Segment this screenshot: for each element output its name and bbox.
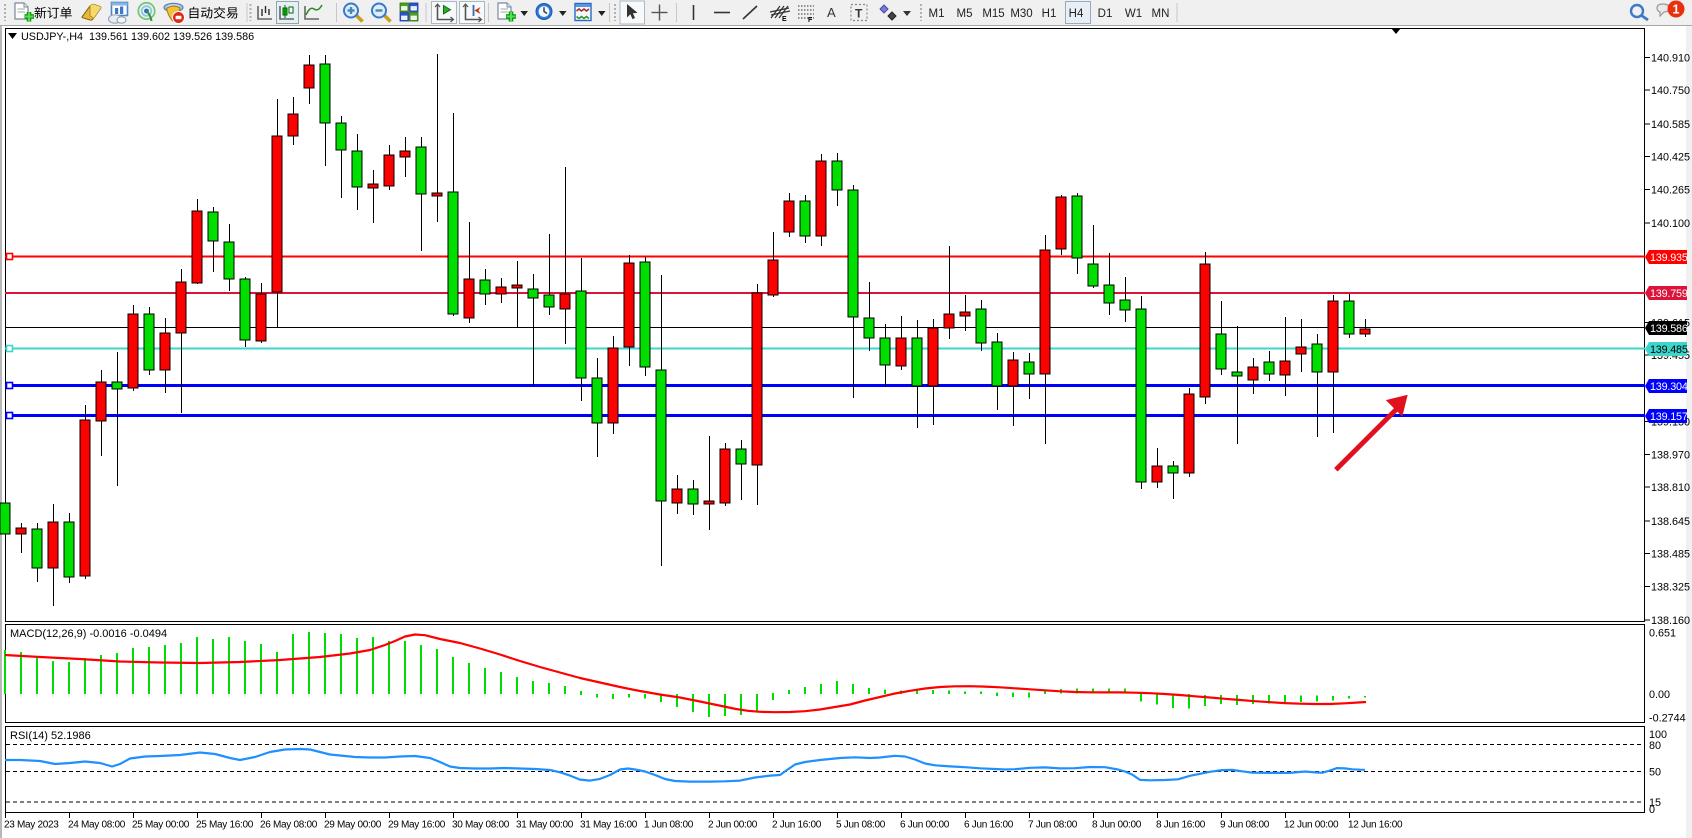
svg-text:140.750: 140.750	[1651, 85, 1690, 97]
svg-text:139.304: 139.304	[1650, 381, 1688, 393]
svg-text:D1: D1	[1098, 8, 1113, 20]
svg-text:RSI(14) 52.1986: RSI(14) 52.1986	[10, 730, 91, 742]
svg-text:23 May 2023: 23 May 2023	[4, 820, 59, 831]
svg-text:M5: M5	[957, 8, 973, 20]
svg-text:139.586: 139.586	[1650, 323, 1688, 335]
svg-text:2 Jun 00:00: 2 Jun 00:00	[708, 820, 758, 831]
svg-text:8 Jun 00:00: 8 Jun 00:00	[1092, 820, 1142, 831]
svg-text:M1: M1	[929, 8, 945, 20]
svg-text:138.325: 138.325	[1651, 581, 1690, 593]
svg-text:1: 1	[1673, 3, 1680, 17]
svg-text:31 May 16:00: 31 May 16:00	[580, 820, 638, 831]
svg-text:0.00: 0.00	[1649, 689, 1670, 701]
svg-text:2 Jun 16:00: 2 Jun 16:00	[772, 820, 822, 831]
svg-text:USDJPY-,H4 139.561 139.602 13: USDJPY-,H4 139.561 139.602 139.526 139.5…	[21, 31, 254, 43]
svg-text:H1: H1	[1042, 8, 1057, 20]
svg-text:138.970: 138.970	[1651, 449, 1690, 461]
svg-text:MN: MN	[1152, 8, 1170, 20]
svg-text:MACD(12,26,9) -0.0016 -0.0494: MACD(12,26,9) -0.0016 -0.0494	[10, 628, 167, 640]
svg-text:30 May 08:00: 30 May 08:00	[452, 820, 510, 831]
svg-text:6 Jun 16:00: 6 Jun 16:00	[964, 820, 1014, 831]
svg-text:9 Jun 08:00: 9 Jun 08:00	[1220, 820, 1270, 831]
svg-text:24 May 08:00: 24 May 08:00	[68, 820, 126, 831]
svg-text:29 May 16:00: 29 May 16:00	[388, 820, 446, 831]
svg-text:139.157: 139.157	[1650, 411, 1688, 423]
svg-text:50: 50	[1649, 767, 1661, 779]
svg-text:12 Jun 00:00: 12 Jun 00:00	[1284, 820, 1339, 831]
svg-text:138.810: 138.810	[1651, 482, 1690, 494]
svg-text:T: T	[855, 7, 863, 21]
svg-text:15: 15	[1649, 797, 1661, 809]
svg-text:140.585: 140.585	[1651, 119, 1690, 131]
svg-text:80: 80	[1649, 740, 1661, 752]
svg-text:139.485: 139.485	[1650, 344, 1688, 356]
svg-text:100: 100	[1649, 729, 1667, 741]
svg-text:6 Jun 00:00: 6 Jun 00:00	[900, 820, 950, 831]
svg-text:E: E	[782, 16, 787, 23]
svg-text:140.910: 140.910	[1651, 53, 1690, 65]
svg-text:1 Jun 08:00: 1 Jun 08:00	[644, 820, 694, 831]
svg-text:140.425: 140.425	[1651, 152, 1690, 164]
svg-text:F: F	[808, 17, 813, 24]
svg-text:-0.2744: -0.2744	[1649, 713, 1686, 725]
svg-text:M15: M15	[982, 8, 1004, 20]
svg-text:29 May 00:00: 29 May 00:00	[324, 820, 382, 831]
svg-text:5 Jun 08:00: 5 Jun 08:00	[836, 820, 886, 831]
svg-text:H4: H4	[1069, 8, 1084, 20]
svg-text:138.485: 138.485	[1651, 549, 1690, 561]
svg-text:0.651: 0.651	[1649, 628, 1676, 640]
svg-text:8 Jun 16:00: 8 Jun 16:00	[1156, 820, 1206, 831]
svg-text:139.935: 139.935	[1650, 252, 1688, 264]
svg-text:140.100: 140.100	[1651, 218, 1690, 230]
svg-text:A: A	[827, 5, 836, 20]
svg-text:25 May 16:00: 25 May 16:00	[196, 820, 254, 831]
svg-text:25 May 00:00: 25 May 00:00	[132, 820, 190, 831]
svg-text:0: 0	[1649, 804, 1655, 816]
svg-text:140.265: 140.265	[1651, 185, 1690, 197]
svg-text:M30: M30	[1010, 8, 1032, 20]
svg-text:7 Jun 08:00: 7 Jun 08:00	[1028, 820, 1078, 831]
svg-text:W1: W1	[1125, 8, 1142, 20]
svg-text:31 May 00:00: 31 May 00:00	[516, 820, 574, 831]
svg-text:26 May 08:00: 26 May 08:00	[260, 820, 318, 831]
svg-text:12 Jun 16:00: 12 Jun 16:00	[1348, 820, 1403, 831]
svg-text:139.759: 139.759	[1650, 288, 1688, 300]
svg-text:138.160: 138.160	[1651, 615, 1690, 627]
svg-text:138.645: 138.645	[1651, 516, 1690, 528]
